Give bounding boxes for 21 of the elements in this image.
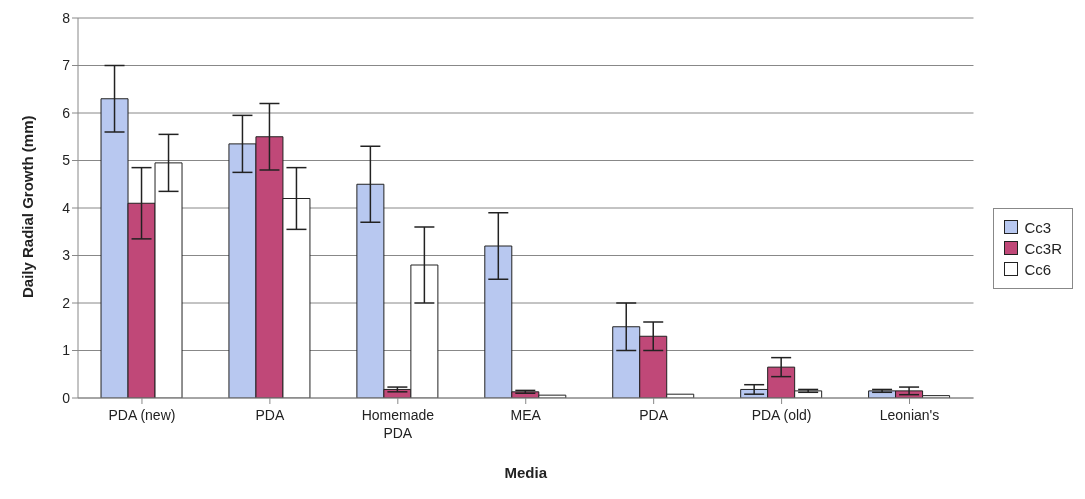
x-tick-label: MEA xyxy=(510,407,542,423)
x-tick-label: Leonian's xyxy=(879,407,940,423)
y-tick-label: 2 xyxy=(62,294,71,311)
y-tick-label: 6 xyxy=(62,104,71,121)
x-tick-label: PDA xyxy=(639,407,669,423)
x-tick-label: PDA xyxy=(255,407,285,423)
y-tick-label: 0 xyxy=(62,389,71,406)
legend-label: Cc6 xyxy=(1024,260,1052,278)
legend-label: Cc3 xyxy=(1024,218,1052,236)
y-tick-label: 3 xyxy=(62,247,71,264)
x-tick-label: PDA (new) xyxy=(108,407,176,423)
legend-label: Cc3R xyxy=(1024,239,1062,257)
y-axis-title: Daily Radial Growth (mm) xyxy=(19,115,37,298)
x-tick-label: Homemade PDA xyxy=(361,407,435,441)
y-tick-label: 4 xyxy=(62,199,71,216)
x-axis-title: Media xyxy=(504,464,548,481)
y-tick-label: 1 xyxy=(62,342,71,359)
x-tick-label: PDA (old) xyxy=(751,407,812,423)
y-tick-label: 8 xyxy=(62,9,71,26)
y-tick-label: 7 xyxy=(62,57,71,74)
y-tick-label: 5 xyxy=(62,152,71,169)
